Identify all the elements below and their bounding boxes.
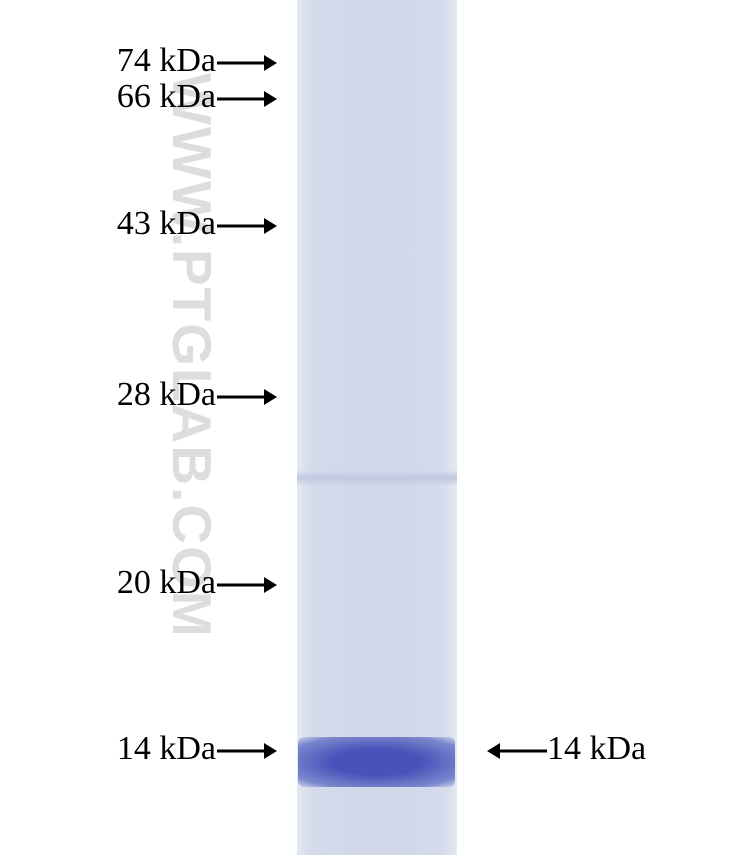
arrow-left-icon: [486, 741, 547, 761]
marker-text: 20 kDa: [117, 564, 216, 601]
arrow-right-icon: [217, 387, 278, 407]
watermark-text: WWW.PTGLAB.COM: [160, 73, 224, 639]
marker-label-66: 66 kDa: [117, 78, 216, 116]
marker-label-28: 28 kDa: [117, 376, 216, 414]
marker-label-43: 43 kDa: [117, 205, 216, 243]
marker-label-14-left: 14 kDa: [117, 730, 216, 768]
faint-band: [297, 470, 457, 486]
marker-label-74: 74 kDa: [117, 42, 216, 80]
marker-text: 43 kDa: [117, 205, 216, 242]
marker-text: 28 kDa: [117, 376, 216, 413]
marker-label-14-right: 14 kDa: [547, 730, 646, 768]
arrow-right-icon: [217, 741, 278, 761]
arrow-right-icon: [217, 53, 278, 73]
marker-text: 74 kDa: [117, 42, 216, 79]
gel-lane: [297, 0, 457, 855]
marker-text: 14 kDa: [547, 730, 646, 767]
arrow-right-icon: [217, 575, 278, 595]
arrow-right-icon: [217, 216, 278, 236]
marker-text: 14 kDa: [117, 730, 216, 767]
arrow-right-icon: [217, 89, 278, 109]
protein-band-14kda: [298, 737, 455, 787]
marker-label-20: 20 kDa: [117, 564, 216, 602]
marker-text: 66 kDa: [117, 78, 216, 115]
